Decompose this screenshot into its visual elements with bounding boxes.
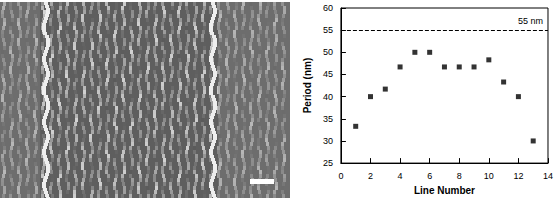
svg-text:25: 25 (323, 158, 333, 168)
svg-text:0: 0 (338, 171, 343, 181)
svg-text:2: 2 (368, 171, 373, 181)
svg-text:12: 12 (513, 171, 523, 181)
svg-text:Period (nm): Period (nm) (302, 58, 313, 114)
svg-text:30: 30 (323, 136, 333, 146)
svg-text:40: 40 (323, 92, 333, 102)
svg-text:60: 60 (323, 3, 333, 13)
svg-text:6: 6 (427, 171, 432, 181)
svg-text:10: 10 (484, 171, 494, 181)
svg-text:4: 4 (398, 171, 403, 181)
svg-text:55 nm: 55 nm (518, 16, 543, 26)
svg-text:14: 14 (543, 171, 553, 181)
svg-text:45: 45 (323, 69, 333, 79)
svg-text:50: 50 (323, 47, 333, 57)
svg-text:Line Number: Line Number (414, 185, 475, 196)
svg-text:35: 35 (323, 114, 333, 124)
svg-text:8: 8 (457, 171, 462, 181)
svg-text:55: 55 (323, 25, 333, 35)
